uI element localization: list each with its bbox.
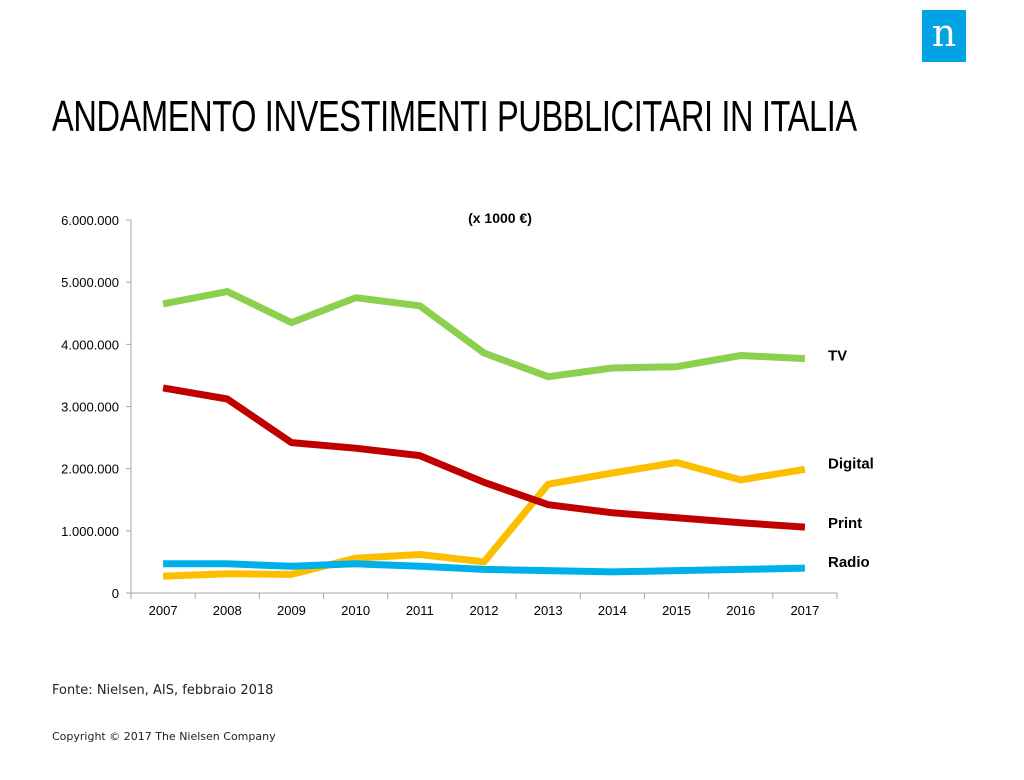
copyright-note: Copyright © 2017 The Nielsen Company xyxy=(52,730,276,743)
series-line-radio xyxy=(163,560,805,576)
x-tick-label: 2010 xyxy=(341,603,370,618)
y-tick-label: 5.000.000 xyxy=(61,275,119,290)
series-label-radio: Radio xyxy=(828,554,870,571)
y-tick-label: 6.000.000 xyxy=(61,213,119,228)
y-tick-label: 0 xyxy=(112,586,119,601)
source-note: Fonte: Nielsen, AIS, febbraio 2018 xyxy=(52,683,274,698)
series-label-tv: TV xyxy=(828,348,847,365)
x-tick-label: 2012 xyxy=(470,603,499,618)
x-tick-label: 2009 xyxy=(277,603,306,618)
series-line-tv xyxy=(162,288,806,381)
y-tick-label: 3.000.000 xyxy=(61,400,119,415)
series-layer xyxy=(162,288,806,580)
x-tick-label: 2007 xyxy=(149,603,178,618)
series-line-print xyxy=(162,384,806,531)
series-labels: TV Digital Print Radio xyxy=(828,348,874,572)
x-tick-label: 2008 xyxy=(213,603,242,618)
nielsen-logo: n xyxy=(922,10,966,62)
chart-title: (x 1000 €) xyxy=(468,210,532,226)
logo-letter: n xyxy=(931,11,957,55)
x-tick-label: 2016 xyxy=(726,603,755,618)
x-tick-label: 2017 xyxy=(790,603,819,618)
y-tick-label: 2.000.000 xyxy=(61,462,119,477)
y-tick-label: 4.000.000 xyxy=(61,337,119,352)
series-label-digital: Digital xyxy=(828,455,874,472)
x-tick-label: 2015 xyxy=(662,603,691,618)
series-line-digital xyxy=(162,459,806,580)
series-label-print: Print xyxy=(828,515,862,532)
x-tick-label: 2014 xyxy=(598,603,627,618)
chart-axes: 0 1.000.000 2.000.000 3.000.000 4.000.000 5.0… xyxy=(61,213,838,618)
x-tick-label: 2011 xyxy=(406,603,434,618)
x-tick-label: 2013 xyxy=(534,603,563,618)
y-tick-label: 1.000.000 xyxy=(61,524,119,539)
